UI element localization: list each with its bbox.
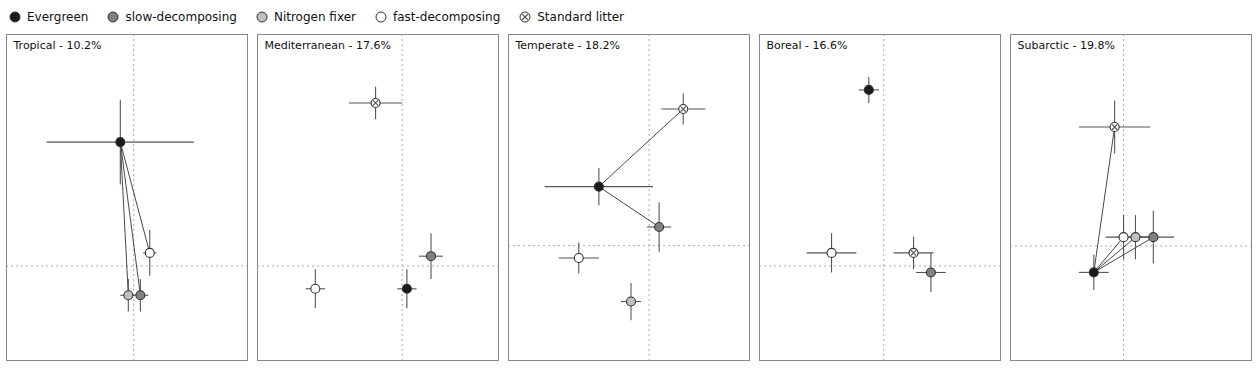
svg-text:Subarctic - 19.8%: Subarctic - 19.8% (1018, 39, 1115, 52)
svg-text:Temperate - 18.2%: Temperate - 18.2% (515, 39, 620, 52)
svg-text:Mediterranean - 17.6%: Mediterranean - 17.6% (265, 39, 391, 52)
svg-text:Tropical - 10.2%: Tropical - 10.2% (13, 39, 102, 52)
html-text:fast-decomposing: fast-decomposing (393, 10, 501, 24)
html-text:Nitrogen fixer: Nitrogen fixer (273, 10, 356, 24)
html-text:Evergreen: Evergreen (27, 10, 89, 24)
html-text:Standard litter: Standard litter (537, 10, 625, 24)
svg-text:Boreal - 16.6%: Boreal - 16.6% (767, 39, 848, 52)
html-text:slow-decomposing: slow-decomposing (125, 10, 237, 24)
